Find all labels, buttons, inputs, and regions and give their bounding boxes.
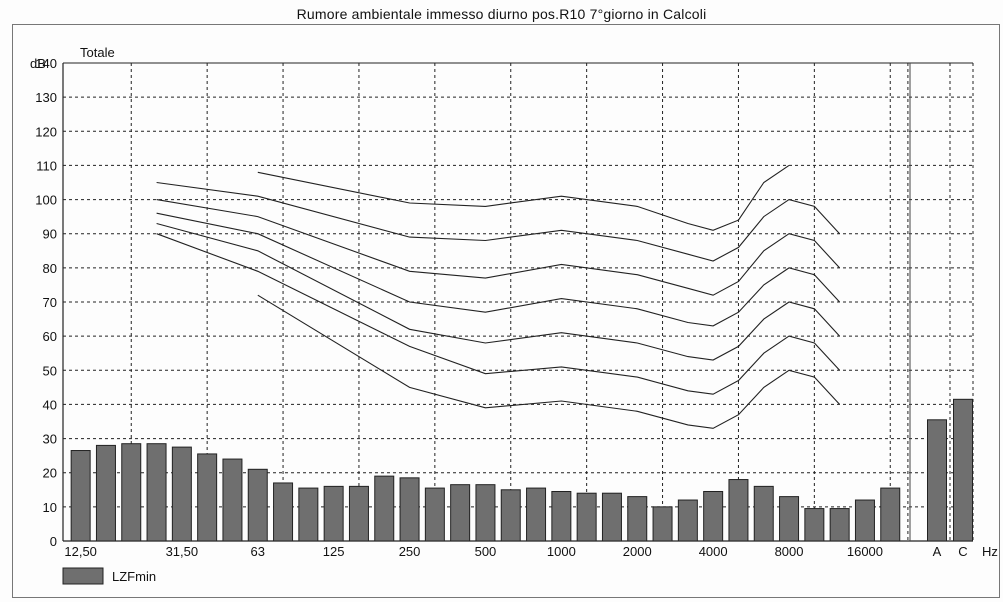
y-tick-label: 50	[43, 363, 57, 378]
x-tick-label: 8000	[775, 544, 804, 559]
bar	[298, 487, 319, 542]
x-tick-label: 63	[251, 544, 265, 559]
bar	[222, 458, 243, 542]
x-tick-label: 125	[323, 544, 345, 559]
y-tick-label: 10	[43, 500, 57, 515]
bar	[348, 485, 369, 542]
x-tick-label: 2000	[623, 544, 652, 559]
bar	[323, 485, 344, 542]
y-tick-label: 20	[43, 466, 57, 481]
bar	[500, 489, 521, 542]
x-tick-label: 31,50	[166, 544, 199, 559]
y-tick-label: 120	[35, 124, 57, 139]
chart-frame	[12, 24, 1000, 598]
x-tick-label: 12,50	[64, 544, 97, 559]
bar	[70, 450, 91, 542]
bar	[475, 484, 496, 542]
x-tick-label: 16000	[847, 544, 883, 559]
bar	[953, 398, 973, 542]
bar	[551, 490, 572, 542]
x-axis-label: Hz	[982, 544, 998, 559]
bar	[146, 443, 167, 542]
y-tick-label: 70	[43, 295, 57, 310]
y-tick-label: 40	[43, 397, 57, 412]
x-tick-label: A	[933, 544, 942, 559]
bar	[652, 506, 673, 542]
legend-swatch	[62, 567, 104, 585]
bars	[70, 398, 973, 542]
x-tick-label: C	[958, 544, 967, 559]
x-tick-label: 1000	[547, 544, 576, 559]
legend-label: LZFmin	[112, 569, 156, 584]
bar	[753, 485, 774, 542]
bar	[399, 477, 420, 542]
y-tick-label: 30	[43, 432, 57, 447]
y-tick-label: 0	[50, 534, 57, 549]
chart-title: Rumore ambientale immesso diurno pos.R10…	[296, 6, 707, 22]
bar	[526, 487, 547, 542]
y-tick-label: 140	[35, 56, 57, 71]
bar	[95, 444, 116, 542]
bar	[854, 499, 875, 542]
bar	[171, 446, 192, 542]
bar	[829, 508, 850, 542]
y-axis-label: dB	[30, 56, 46, 71]
isophon-curve	[156, 222, 841, 361]
y-tick-label: 110	[36, 158, 57, 173]
bar	[601, 492, 622, 542]
isophon-curve	[257, 294, 841, 429]
isophon-curve	[257, 164, 790, 231]
y-tick-label: 100	[35, 193, 57, 208]
bar	[247, 468, 268, 542]
isophon-curve	[156, 212, 841, 327]
bar	[728, 479, 749, 542]
bar	[927, 419, 947, 542]
isophon-curve	[156, 199, 841, 296]
bar	[804, 508, 825, 542]
bar	[273, 482, 294, 542]
legend: LZFmin	[62, 567, 156, 585]
y-tick-label: 90	[43, 227, 57, 242]
totale-label: Totale	[80, 45, 115, 60]
bar	[677, 499, 698, 542]
bar	[450, 484, 471, 542]
x-tick-label: 4000	[699, 544, 728, 559]
isophon-curve	[156, 181, 841, 262]
y-tick-label: 60	[43, 329, 57, 344]
bar	[703, 490, 724, 542]
bar	[880, 487, 901, 542]
axes: dB Totale Hz 0 10 20 30 40 50 60 70 80 90 100 110 12…	[30, 45, 998, 559]
isophon-curves	[156, 164, 841, 429]
bar	[576, 492, 597, 542]
bar	[627, 496, 648, 542]
y-tick-label: 130	[35, 90, 57, 105]
bar	[374, 475, 395, 542]
y-tick-label: 80	[43, 261, 57, 276]
isophon-curve	[156, 233, 841, 395]
bar	[197, 453, 218, 542]
bar	[424, 487, 445, 542]
bar	[779, 496, 800, 542]
bar	[121, 443, 142, 542]
x-tick-label: 500	[475, 544, 497, 559]
x-tick-label: 250	[399, 544, 421, 559]
